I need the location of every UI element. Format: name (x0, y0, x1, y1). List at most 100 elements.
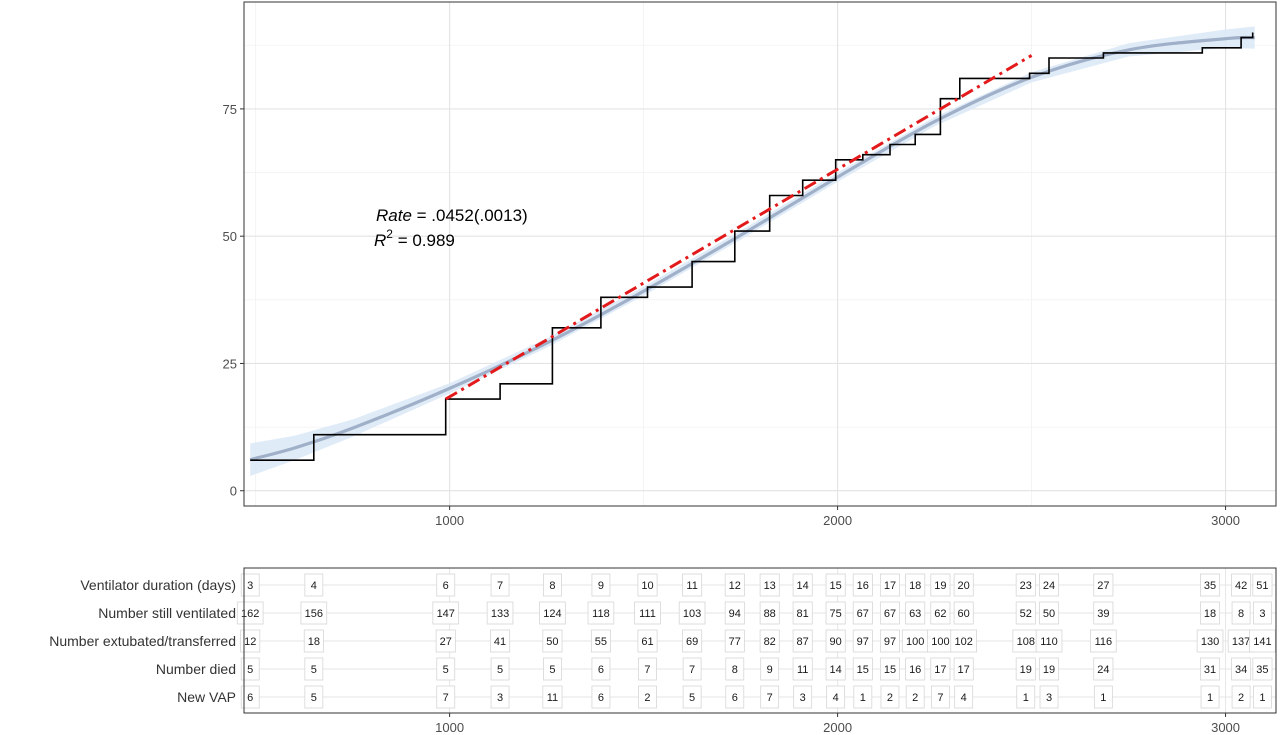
table-cell-box (591, 573, 611, 597)
table-cell-box (591, 657, 611, 681)
table-cell-value: 4 (833, 692, 839, 704)
table-cell-value: 12 (244, 636, 256, 648)
table-cell-box (1200, 573, 1221, 597)
table-cell-value: 17 (934, 664, 946, 676)
table-cell-value: 3 (497, 692, 503, 704)
table-cell-box (435, 629, 456, 653)
table-cell-value: 11 (797, 664, 808, 676)
table-cell-value: 11 (547, 692, 558, 704)
table-cell-value: 133 (491, 608, 509, 620)
table-cell-value: 61 (641, 636, 653, 648)
table-cell-value: 4 (311, 580, 317, 592)
table-row-label: Number died (156, 661, 236, 677)
y-tick-label: 25 (223, 356, 237, 371)
table-cell-box (1200, 685, 1220, 709)
table-cell-value: 5 (497, 664, 503, 676)
r-squared-superscript: 2 (386, 227, 393, 241)
table-cell-value: 14 (797, 580, 809, 592)
table-cell-value: 3 (1259, 608, 1265, 620)
table-cell-box (1200, 657, 1221, 681)
table-cell-value: 50 (546, 636, 558, 648)
table-cell-box (1093, 573, 1114, 597)
r-squared-annotation: R2 = 0.989 (374, 227, 455, 250)
table-cell-value: 27 (1097, 580, 1109, 592)
table-cell-box (1093, 657, 1114, 681)
table-cell-box (724, 629, 745, 653)
table-cell-value: 7 (937, 692, 943, 704)
table-cell-value: 17 (884, 580, 896, 592)
table-cell-value: 118 (592, 608, 610, 620)
table-cell-value: 5 (311, 692, 317, 704)
table-cell-value: 35 (1204, 580, 1216, 592)
table-cell-box (490, 685, 510, 709)
table-cell-value: 1 (1259, 692, 1265, 704)
table-cell-box (760, 685, 780, 709)
plot-background (244, 2, 1276, 506)
table-cell-box (637, 573, 658, 597)
table-cell-value: 102 (955, 636, 973, 648)
table-cell-box (490, 657, 510, 681)
table-cell-box (490, 629, 511, 653)
table-cell-box (304, 657, 324, 681)
table-cell-value: 2 (644, 692, 650, 704)
table-cell-value: 7 (767, 692, 773, 704)
table-cell-box (905, 685, 925, 709)
table-cell-value: 97 (884, 636, 896, 648)
table-cell-box (542, 685, 563, 709)
table-cell-value: 24 (1043, 580, 1055, 592)
table-cell-box (1039, 657, 1060, 681)
table-cell-box (240, 657, 260, 681)
table-cell-value: 63 (909, 608, 921, 620)
table-cell-value: 50 (1043, 608, 1055, 620)
table-cell-value: 94 (729, 608, 741, 620)
table-cell-box (539, 601, 566, 625)
table-cell-value: 20 (958, 580, 970, 592)
table-x-tick-label: 3000 (1211, 720, 1240, 735)
table-cell-box (825, 629, 846, 653)
table-cell-box (1090, 629, 1117, 653)
table-cell-box (792, 657, 813, 681)
table-cell-box (1039, 685, 1059, 709)
table-cell-box (436, 657, 456, 681)
table-cell-box (760, 657, 780, 681)
table-cell-value: 5 (689, 692, 695, 704)
table-cell-box (486, 601, 514, 625)
table-cell-value: 15 (884, 664, 896, 676)
table-cell-box (240, 573, 260, 597)
table-cell-value: 19 (1043, 664, 1055, 676)
table-cell-value: 60 (958, 608, 970, 620)
table-cell-value: 6 (598, 692, 604, 704)
table-cell-value: 7 (644, 664, 650, 676)
main-plot-panel: 1000 2000 3000 0 25 50 75 Rate = .0452(.0013) R2… (223, 1, 1277, 528)
table-row-label: Number extubated/transferred (49, 633, 236, 649)
linear-rate-fit-line (444, 54, 1033, 401)
table-cell-value: 19 (934, 580, 946, 592)
table-cell-box (1016, 685, 1036, 709)
table-cell-box (880, 685, 900, 709)
table-cell-box (590, 629, 611, 653)
table-cell-value: 23 (1020, 580, 1032, 592)
table-cell-value: 5 (247, 664, 253, 676)
table-cell-box (1035, 629, 1063, 653)
table-cell-value: 18 (1204, 608, 1216, 620)
table-cell-value: 6 (247, 692, 253, 704)
table-cell-box (950, 629, 977, 653)
table-cell-box (852, 657, 873, 681)
table-cell-value: 9 (598, 580, 604, 592)
table-cell-box (1015, 573, 1036, 597)
table-cell-value: 147 (437, 608, 455, 620)
table-cell-value: 87 (797, 636, 809, 648)
table-cell-box (542, 629, 563, 653)
table-cell-value: 52 (1020, 608, 1032, 620)
table-cell-box (725, 685, 745, 709)
rate-annotation-label: Rate (376, 206, 412, 225)
table-cell-value: 11 (686, 580, 697, 592)
table-cell-box (953, 601, 974, 625)
table-cell-value: 130 (1201, 636, 1219, 648)
table-cell-box (724, 601, 745, 625)
table-cell-box (905, 601, 926, 625)
table-cell-box (240, 685, 260, 709)
table-cell-box (300, 601, 328, 625)
table-cell-box (931, 685, 950, 709)
table-cell-value: 1 (860, 692, 866, 704)
